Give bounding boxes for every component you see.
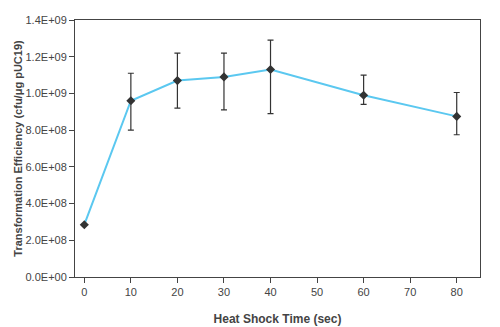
svg-text:20: 20 bbox=[171, 286, 183, 298]
svg-text:6.0E+08: 6.0E+08 bbox=[26, 161, 67, 173]
svg-text:0.0E+00: 0.0E+00 bbox=[26, 271, 67, 283]
svg-text:40: 40 bbox=[264, 286, 276, 298]
svg-text:Transformation Efficiency (cfu: Transformation Efficiency (cfu/μg pUC19) bbox=[12, 40, 24, 257]
svg-text:50: 50 bbox=[311, 286, 323, 298]
svg-text:30: 30 bbox=[218, 286, 230, 298]
svg-text:2.0E+08: 2.0E+08 bbox=[26, 234, 67, 246]
svg-text:8.0E+08: 8.0E+08 bbox=[26, 124, 67, 136]
svg-text:1.4E+09: 1.4E+09 bbox=[26, 14, 67, 26]
svg-text:Heat Shock Time (sec): Heat Shock Time (sec) bbox=[214, 312, 342, 326]
svg-text:0: 0 bbox=[81, 286, 87, 298]
svg-text:60: 60 bbox=[357, 286, 369, 298]
svg-text:1.2E+09: 1.2E+09 bbox=[26, 51, 67, 63]
svg-text:80: 80 bbox=[451, 286, 463, 298]
svg-text:1.0E+09: 1.0E+09 bbox=[26, 87, 67, 99]
svg-text:10: 10 bbox=[125, 286, 137, 298]
svg-text:4.0E+08: 4.0E+08 bbox=[26, 197, 67, 209]
svg-text:70: 70 bbox=[404, 286, 416, 298]
